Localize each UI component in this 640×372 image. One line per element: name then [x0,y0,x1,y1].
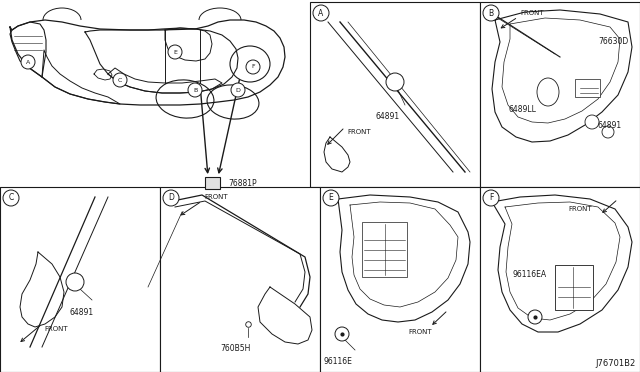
Text: FRONT: FRONT [347,129,371,135]
Bar [320,187,480,372]
Text: F: F [251,64,255,70]
Text: E: E [173,49,177,55]
Bar [310,2,480,187]
Circle shape [163,190,179,206]
Bar [0,187,160,372]
Ellipse shape [537,78,559,106]
Circle shape [188,83,202,97]
Circle shape [483,5,499,21]
Text: B: B [193,87,197,93]
Text: FRONT: FRONT [204,194,228,200]
Bar [555,265,593,310]
Text: 96116EA: 96116EA [513,270,547,279]
Text: 96116E: 96116E [324,357,353,366]
Text: E: E [328,193,333,202]
Text: 6489LL: 6489LL [508,106,536,115]
Circle shape [483,190,499,206]
Text: D: D [236,87,241,93]
Text: F: F [489,193,493,202]
Text: 64891: 64891 [598,121,622,129]
Text: 76881P: 76881P [228,179,257,187]
Bar [575,79,600,97]
Circle shape [335,327,349,341]
Text: FRONT: FRONT [568,206,591,212]
Circle shape [66,273,84,291]
Text: D: D [168,193,174,202]
Bar [362,222,407,277]
Text: J76701B2: J76701B2 [596,359,636,368]
Text: 76630D: 76630D [598,38,628,46]
Text: FRONT: FRONT [520,10,543,16]
Circle shape [386,73,404,91]
Circle shape [113,73,127,87]
Text: FRONT: FRONT [408,329,432,335]
Text: B: B [488,9,493,17]
Text: A: A [26,60,30,64]
Circle shape [585,115,599,129]
Bar [480,187,640,372]
Bar [160,187,320,372]
Text: C: C [118,77,122,83]
Circle shape [168,45,182,59]
Circle shape [231,83,245,97]
Circle shape [21,55,35,69]
Bar [480,2,640,187]
Circle shape [246,60,260,74]
Circle shape [528,310,542,324]
Text: A: A [318,9,324,17]
Circle shape [3,190,19,206]
Text: 760B5H: 760B5H [220,344,250,353]
Circle shape [602,126,614,138]
Text: 64891: 64891 [70,308,94,317]
Circle shape [313,5,329,21]
Bar [205,177,220,189]
Text: C: C [8,193,13,202]
Text: 64891: 64891 [376,112,400,121]
Circle shape [323,190,339,206]
Text: FRONT: FRONT [44,326,68,332]
